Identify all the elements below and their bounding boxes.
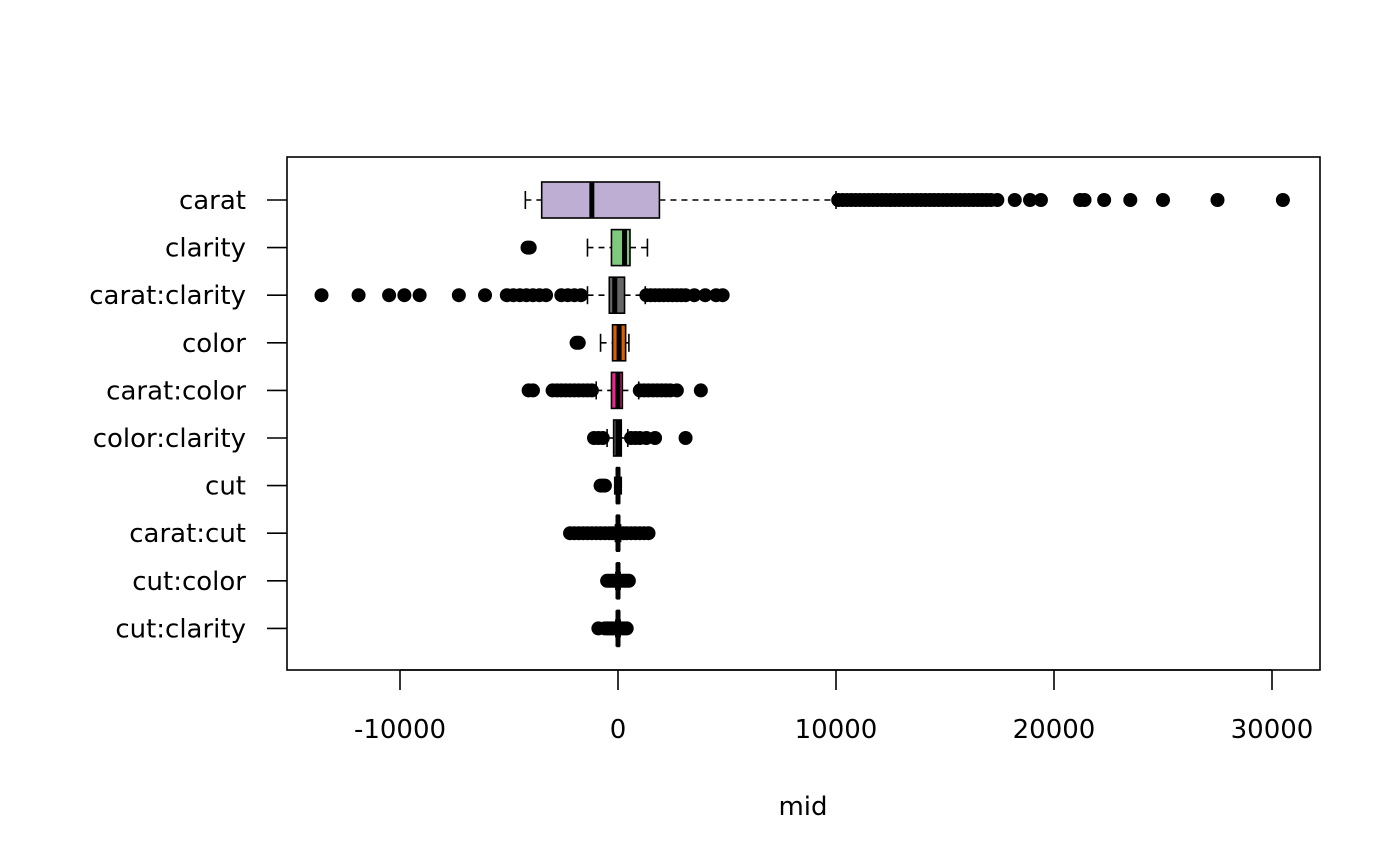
outlier-point xyxy=(451,288,466,303)
outlier-point xyxy=(584,383,599,398)
box-carat-clarity xyxy=(314,276,730,315)
outlier-point xyxy=(648,431,663,445)
x-tick-label: -10000 xyxy=(354,715,446,745)
outlier-point xyxy=(571,335,586,350)
outlier-point xyxy=(595,431,610,445)
outlier-point xyxy=(397,288,412,303)
box-carat-color xyxy=(521,371,708,410)
outlier-point xyxy=(314,288,329,303)
outlier-point xyxy=(669,383,684,398)
outlier-point xyxy=(693,383,708,398)
box-iqr xyxy=(540,181,661,219)
outlier-point xyxy=(1097,193,1112,207)
outlier-point xyxy=(678,431,693,445)
box-color xyxy=(569,323,630,362)
outlier-point xyxy=(1007,193,1022,207)
y-tick-label: color:clarity xyxy=(93,424,246,454)
x-axis-title: mid xyxy=(778,792,827,822)
outlier-point xyxy=(1210,193,1225,207)
x-tick-label: 10000 xyxy=(795,715,878,745)
outlier-point xyxy=(382,288,397,303)
box-carat xyxy=(524,181,1290,219)
outlier-point xyxy=(1275,193,1290,207)
y-tick-label: carat:clarity xyxy=(89,281,246,311)
outlier-point xyxy=(351,288,366,303)
box-color-clarity xyxy=(587,419,693,457)
outlier-point xyxy=(573,288,588,303)
outlier-point xyxy=(1033,193,1048,207)
x-tick-label: 30000 xyxy=(1231,715,1314,745)
outlier-point xyxy=(1023,193,1038,207)
outlier-point xyxy=(1077,193,1092,207)
outlier-point xyxy=(1123,193,1138,207)
box-iqr xyxy=(610,228,631,267)
outlier-point xyxy=(621,573,636,588)
y-tick-label: carat:color xyxy=(106,376,246,406)
outlier-point xyxy=(412,288,427,303)
outlier-point xyxy=(525,383,540,398)
y-axis: carat clarity carat:clarity color carat:colo… xyxy=(89,186,287,644)
outlier-point xyxy=(990,193,1005,207)
box-cut-color xyxy=(600,561,636,600)
y-tick-label: carat:cut xyxy=(129,519,246,549)
y-tick-label: clarity xyxy=(165,234,246,264)
x-tick-label: 20000 xyxy=(1013,715,1096,745)
x-tick-label: 0 xyxy=(610,715,627,745)
outlier-point xyxy=(539,288,554,303)
outlier-point xyxy=(641,526,656,541)
outlier-point xyxy=(605,526,620,541)
outlier-point xyxy=(715,288,730,303)
box-cut xyxy=(593,466,623,505)
y-tick-label: color xyxy=(182,329,246,359)
boxes-layer xyxy=(314,181,1290,648)
y-tick-label: carat xyxy=(179,186,246,216)
box-cut-clarity xyxy=(591,609,634,648)
box-clarity xyxy=(520,228,649,267)
outlier-point xyxy=(698,288,713,303)
y-tick-label: cut:clarity xyxy=(115,614,246,644)
outlier-point xyxy=(478,288,493,303)
outlier-point xyxy=(597,478,612,493)
outlier-point xyxy=(687,288,702,303)
outlier-point xyxy=(522,240,537,255)
y-tick-label: cut xyxy=(205,472,246,502)
x-axis: -10000 0 10000 20000 30000 xyxy=(354,669,1314,745)
outlier-point xyxy=(619,621,634,636)
y-tick-label: cut:color xyxy=(132,567,246,597)
box-carat-cut xyxy=(563,514,656,553)
outlier-point xyxy=(1156,193,1170,207)
